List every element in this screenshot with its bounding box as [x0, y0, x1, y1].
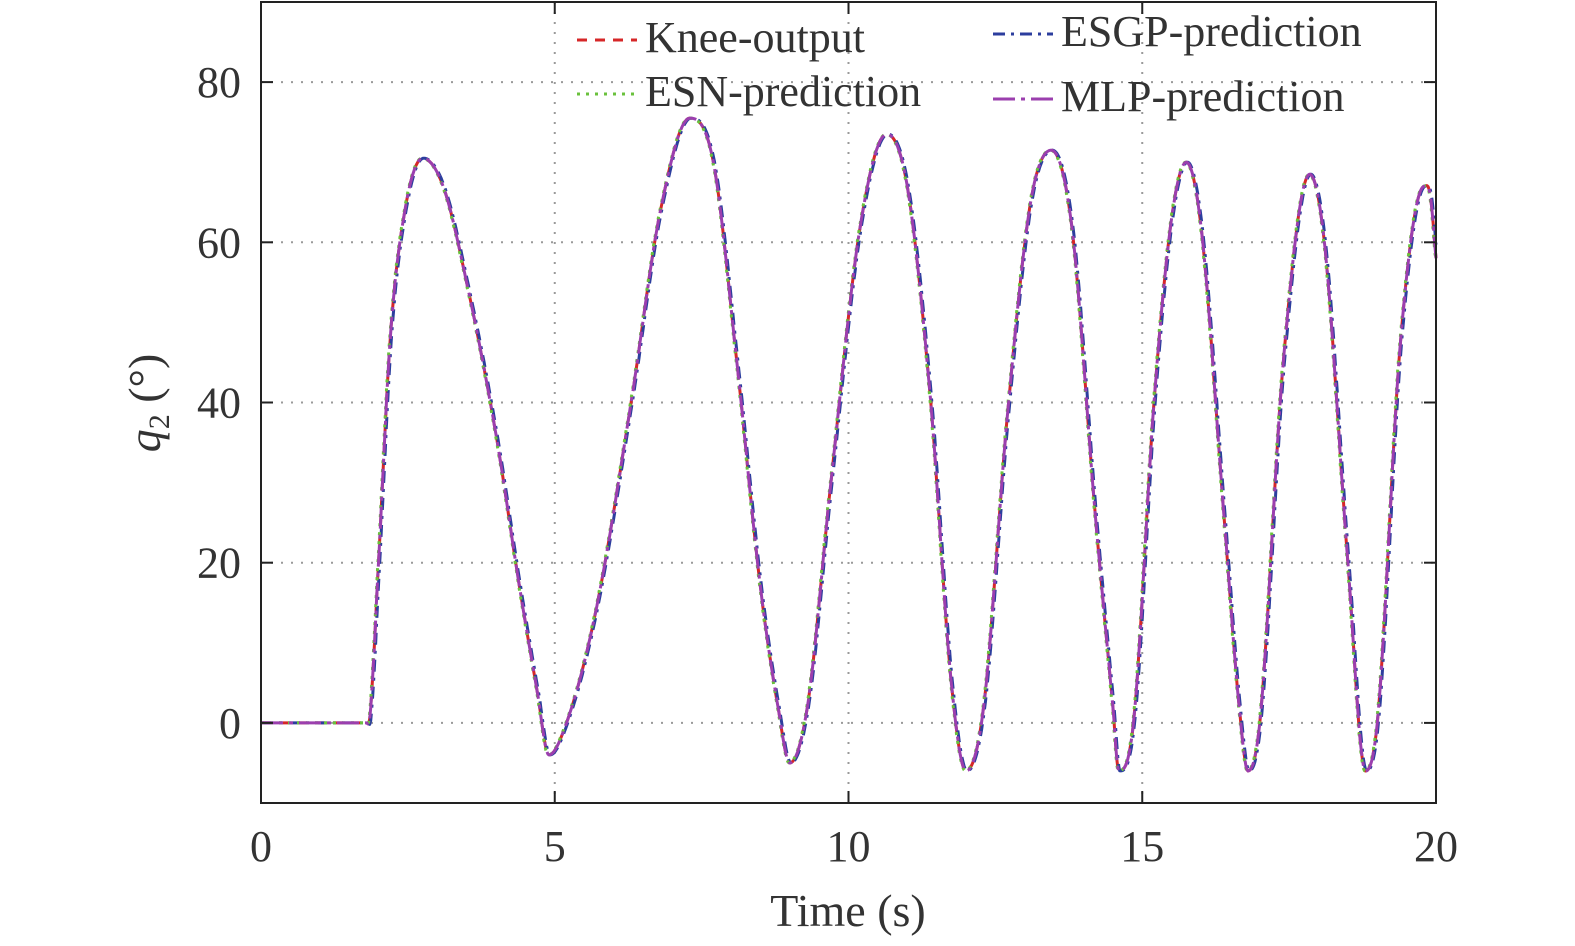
x-tick-label: 5 — [544, 822, 566, 871]
y-axis-title: q2 (°) — [119, 354, 176, 453]
y-tick-label: 0 — [219, 699, 241, 748]
grid-lines — [261, 2, 1436, 803]
legend-label: MLP-prediction — [1061, 72, 1345, 121]
legend-label: Knee-output — [645, 13, 865, 62]
legend-item: ESGP-prediction — [993, 7, 1362, 56]
x-tick-label: 10 — [827, 822, 871, 871]
y-axis-title-symbol: q — [119, 429, 170, 452]
legend-item: MLP-prediction — [993, 72, 1345, 121]
legend: Knee-output ESGP-prediction ESN-prediction… — [577, 7, 1362, 121]
x-tick-label: 20 — [1414, 822, 1458, 871]
svg-text:q2 (°): q2 (°) — [119, 354, 176, 453]
x-tick-label: 15 — [1120, 822, 1164, 871]
x-axis-title: Time (s) — [770, 885, 926, 936]
y-axis-title-subscript: 2 — [143, 414, 176, 429]
y-tick-label: 40 — [197, 379, 241, 428]
y-tick-label: 60 — [197, 218, 241, 267]
series-lines — [260, 116, 1438, 773]
legend-item: Knee-output — [577, 13, 865, 62]
series-line-mlp-prediction — [260, 116, 1438, 773]
legend-label: ESN-prediction — [645, 67, 921, 116]
y-axis-title-unit: (°) — [119, 354, 170, 415]
axis-ticks: 0 5 10 15 20 0 20 40 60 80 — [197, 2, 1458, 871]
legend-label: ESGP-prediction — [1061, 7, 1362, 56]
y-tick-label: 20 — [197, 539, 241, 588]
x-tick-label: 0 — [250, 822, 272, 871]
y-tick-label: 80 — [197, 58, 241, 107]
legend-item: ESN-prediction — [577, 67, 921, 116]
